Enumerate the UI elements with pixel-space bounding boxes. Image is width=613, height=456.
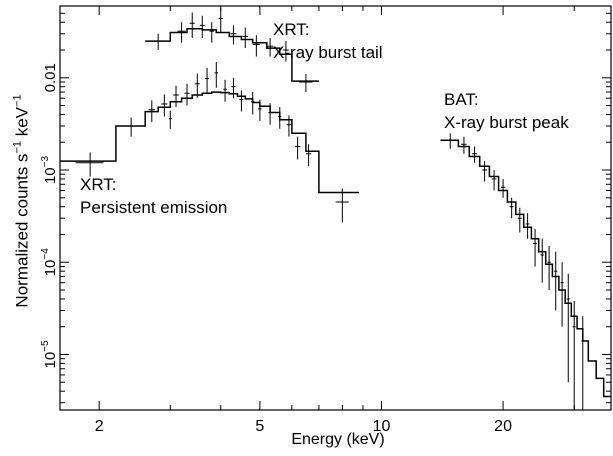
annotation-tail-line1: XRT: [273, 20, 310, 39]
data-point-xrt-persistent-5 [173, 85, 179, 108]
data-point-xrt-persistent-1 [123, 117, 139, 137]
data-point-bat-peak-3 [482, 161, 488, 182]
data-point-xrt-persistent-14 [258, 99, 262, 121]
data-point-xrt-tail-3 [199, 15, 205, 38]
data-point-bat-peak-10 [540, 238, 544, 283]
data-point-bat-peak-6 [509, 197, 514, 219]
annotation-peak-line2: X-ray burst peak [444, 113, 569, 132]
axis-ticks-layer: 2 5 10 20 0.01 10−3 10−4 10−5 [40, 5, 611, 435]
data-point-bat-peak-12 [554, 251, 558, 311]
data-point-xrt-tail-4 [209, 22, 215, 43]
data-point-bat-peak-0 [445, 133, 455, 149]
data-point-xrt-persistent-9 [214, 62, 219, 88]
model-step-xrt-tail [145, 28, 319, 82]
data-point-xrt-tail-6 [230, 25, 237, 45]
data-point-xrt-persistent-19 [305, 144, 312, 167]
data-point-xrt-tail-10 [282, 41, 289, 62]
data-point-xrt-tail-1 [177, 22, 186, 43]
data-points-layer [75, 8, 585, 410]
annotation-tail: XRT: X-ray burst tail [273, 18, 383, 64]
annotation-tail-line2: X-ray burst tail [273, 43, 383, 62]
data-point-xrt-persistent-6 [184, 83, 190, 106]
data-point-xrt-persistent-15 [268, 103, 272, 125]
x-tick-label: 2 [95, 418, 104, 435]
data-point-bat-peak-7 [517, 207, 522, 233]
data-point-bat-peak-4 [491, 170, 497, 191]
data-point-xrt-persistent-0 [75, 152, 104, 177]
data-point-bat-peak-1 [461, 136, 467, 154]
data-point-bat-peak-13 [560, 262, 564, 327]
annotation-peak-line1: BAT: [444, 90, 479, 109]
annotation-persistent: XRT: Persistent emission [80, 173, 227, 219]
data-point-xrt-persistent-3 [161, 94, 168, 117]
data-point-xrt-persistent-12 [239, 90, 244, 112]
data-point-xrt-persistent-18 [294, 136, 301, 160]
model-step-bat-peak [440, 139, 611, 398]
plot-frame [59, 5, 612, 411]
data-point-xrt-persistent-10 [223, 79, 227, 102]
data-point-xrt-tail-11 [299, 73, 313, 93]
data-point-bat-peak-16 [581, 316, 585, 410]
data-point-xrt-tail-5 [218, 8, 223, 33]
data-point-xrt-persistent-20 [335, 188, 349, 223]
y-tick-label: 0.01 [42, 63, 59, 92]
data-point-xrt-persistent-17 [286, 115, 292, 137]
data-point-xrt-persistent-8 [205, 67, 209, 94]
data-point-xrt-persistent-11 [231, 77, 236, 99]
data-point-bat-peak-2 [471, 146, 478, 163]
data-point-xrt-persistent-16 [278, 107, 282, 129]
data-point-xrt-tail-9 [266, 37, 274, 57]
x-tick-label: 20 [494, 418, 512, 435]
data-point-xrt-persistent-2 [148, 100, 156, 123]
x-tick-label: 10 [373, 418, 391, 435]
annotation-peak: BAT: X-ray burst peak [444, 88, 569, 134]
data-point-xrt-tail-0 [151, 33, 165, 51]
data-point-xrt-tail-7 [242, 27, 249, 49]
data-point-xrt-persistent-13 [250, 92, 255, 115]
y-tick-label: 10−4 [40, 248, 59, 277]
x-axis-label: Energy (keV) [291, 431, 385, 448]
y-axis-label: Normalized counts s−1 keV−1 [11, 94, 32, 308]
data-point-xrt-persistent-7 [194, 73, 200, 98]
annotation-persistent-line1: XRT: [80, 175, 117, 194]
y-tick-label: 10−3 [40, 156, 59, 185]
data-point-xrt-tail-2 [189, 12, 195, 38]
annotation-persistent-line2: Persistent emission [80, 198, 228, 217]
data-point-bat-peak-15 [572, 300, 576, 410]
data-point-xrt-persistent-4 [168, 110, 172, 129]
data-point-bat-peak-14 [566, 273, 570, 383]
data-point-bat-peak-9 [533, 228, 537, 267]
data-point-bat-peak-5 [500, 178, 506, 198]
x-tick-label: 5 [255, 418, 264, 435]
y-tick-label: 10−5 [40, 340, 59, 369]
data-point-bat-peak-11 [547, 245, 551, 291]
data-point-bat-peak-8 [525, 213, 530, 239]
data-point-xrt-tail-8 [252, 35, 260, 57]
